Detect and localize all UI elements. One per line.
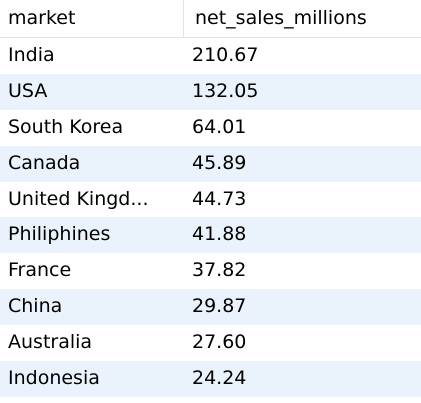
table-row[interactable]: South Korea 64.01 — [0, 110, 421, 146]
cell-market[interactable]: Australia — [8, 331, 93, 354]
table-row[interactable]: United Kingd... 44.73 — [0, 182, 421, 218]
table-row[interactable]: Canada 45.89 — [0, 145, 421, 182]
cell-net-sales-millions[interactable]: 37.82 — [192, 259, 247, 282]
cell-market[interactable]: France — [8, 259, 72, 282]
cell-net-sales-millions[interactable]: 27.60 — [192, 331, 247, 354]
grid-header: market net_sales_millions — [0, 0, 421, 38]
cell-market[interactable]: United Kingd... — [8, 187, 149, 210]
table-row[interactable]: India 210.67 — [0, 38, 421, 74]
table-row[interactable]: Indonesia 24.24 — [0, 361, 421, 397]
grid-rows: India 210.67 USA 132.05 South Korea 64.0… — [0, 38, 421, 397]
cell-market[interactable]: Philiphines — [8, 223, 111, 246]
cell-net-sales-millions[interactable]: 44.73 — [192, 187, 247, 210]
table-row[interactable]: Australia 27.60 — [0, 325, 421, 361]
table-row[interactable]: China 29.87 — [0, 289, 421, 326]
cell-market[interactable]: USA — [8, 79, 48, 102]
cell-net-sales-millions[interactable]: 24.24 — [192, 367, 247, 390]
cell-market[interactable]: Canada — [8, 151, 81, 174]
cell-market[interactable]: China — [8, 295, 63, 318]
column-header-net-sales-millions[interactable]: net_sales_millions — [195, 7, 367, 29]
table-row[interactable]: Philiphines 41.88 — [0, 217, 421, 254]
cell-net-sales-millions[interactable]: 210.67 — [192, 44, 259, 66]
cell-net-sales-millions[interactable]: 41.88 — [192, 223, 247, 246]
table-row[interactable]: USA 132.05 — [0, 73, 421, 110]
cell-market[interactable]: Indonesia — [8, 367, 100, 390]
cell-net-sales-millions[interactable]: 45.89 — [192, 151, 247, 174]
cell-market[interactable]: South Korea — [8, 115, 124, 138]
table-row[interactable]: France 37.82 — [0, 253, 421, 289]
column-header-market[interactable]: market — [0, 0, 184, 37]
cell-market[interactable]: India — [8, 44, 55, 66]
cell-net-sales-millions[interactable]: 132.05 — [192, 79, 259, 102]
cell-net-sales-millions[interactable]: 29.87 — [192, 295, 247, 318]
cell-net-sales-millions[interactable]: 64.01 — [192, 115, 247, 138]
